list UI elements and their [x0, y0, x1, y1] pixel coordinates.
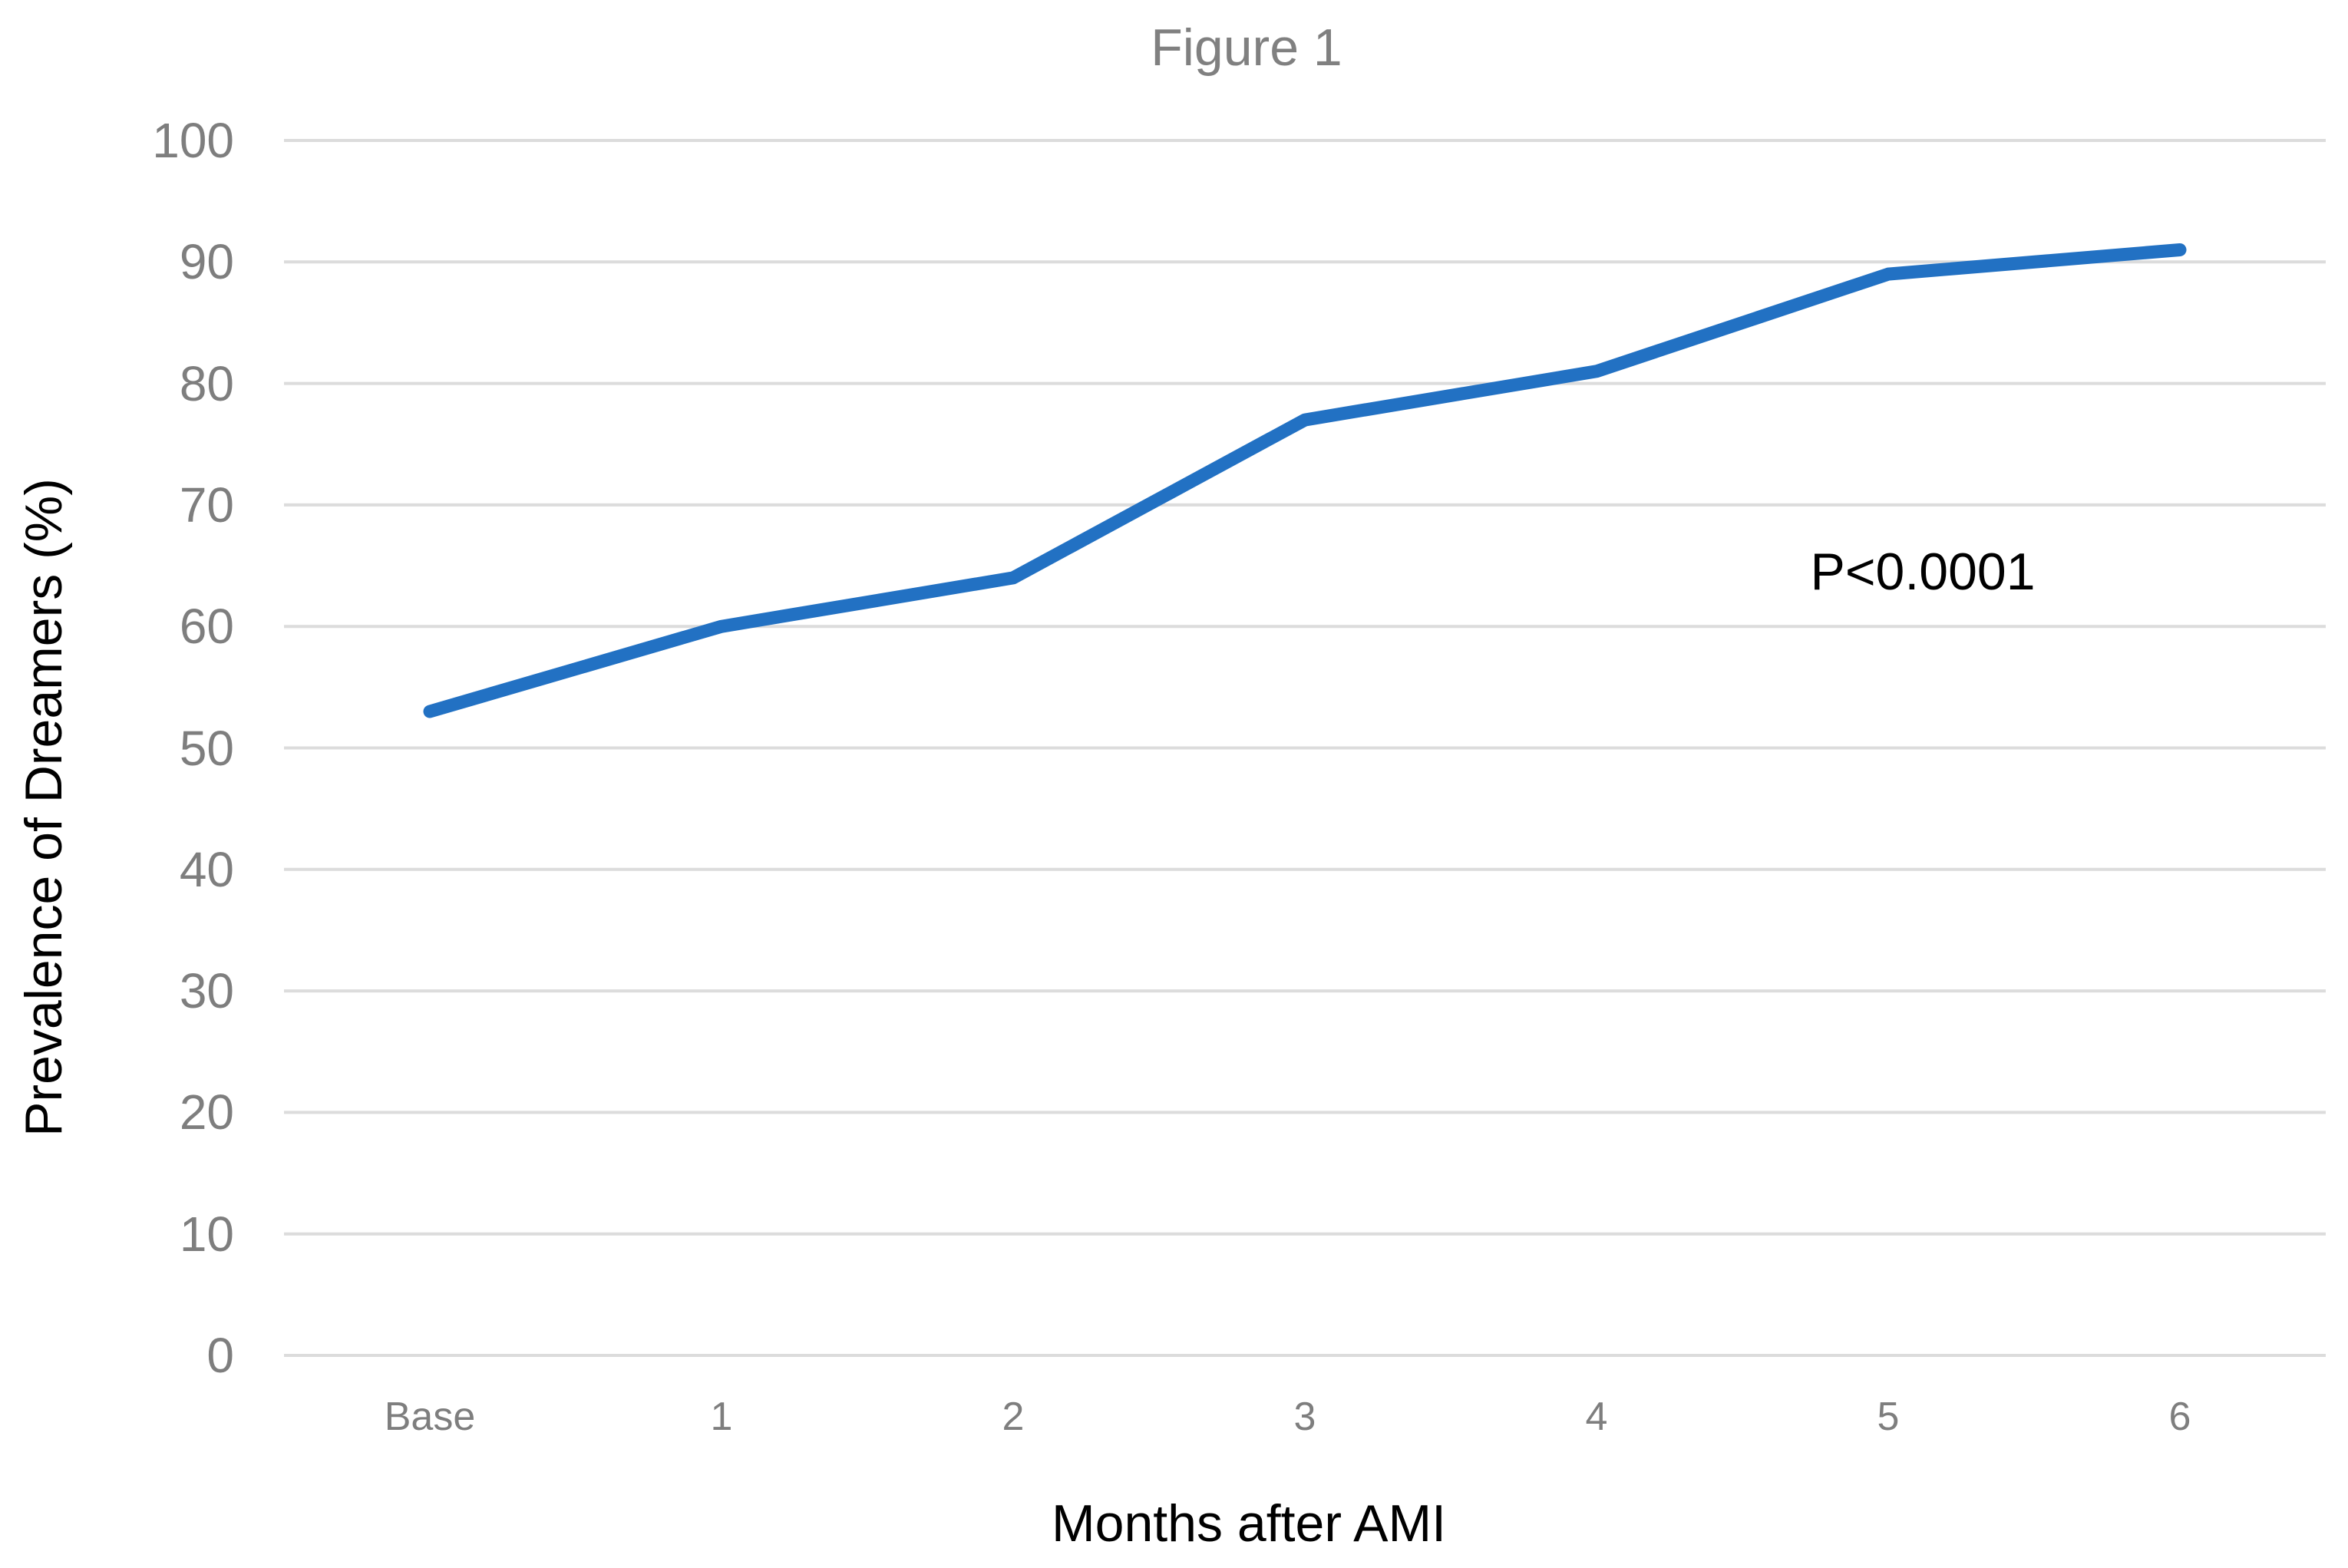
y-tick-label-70: 70: [179, 477, 234, 533]
y-tick-label-0: 0: [206, 1328, 234, 1383]
y-tick-label-40: 40: [179, 841, 234, 897]
x-tick-label-4: 4: [1585, 1395, 1608, 1439]
x-tick-label-1: 1: [710, 1395, 733, 1439]
chart-title: Figure 1: [1151, 18, 1342, 77]
y-tick-label-80: 80: [179, 355, 234, 411]
y-tick-label-50: 50: [179, 720, 234, 776]
p-value-annotation: P<0.0001: [1810, 543, 2036, 601]
x-tick-label-2: 2: [1002, 1395, 1025, 1439]
x-tick-label-6: 6: [2168, 1395, 2191, 1439]
x-tick-label-5: 5: [1877, 1395, 1900, 1439]
y-tick-label-90: 90: [179, 234, 234, 290]
y-axis-title: Prevalence of Dreamers (%): [15, 478, 73, 1137]
y-tick-label-20: 20: [179, 1084, 234, 1141]
y-tick-label-100: 100: [152, 113, 234, 168]
x-axis-title: Months after AMI: [1052, 1494, 1446, 1553]
y-tick-label-10: 10: [179, 1206, 234, 1262]
data-line-series: [423, 243, 2187, 718]
y-tick-label-60: 60: [179, 599, 234, 655]
x-tick-label-base: Base: [384, 1395, 476, 1439]
plot-area: [284, 139, 2326, 1357]
y-tick-label-30: 30: [179, 963, 234, 1019]
x-tick-label-3: 3: [1293, 1395, 1316, 1439]
